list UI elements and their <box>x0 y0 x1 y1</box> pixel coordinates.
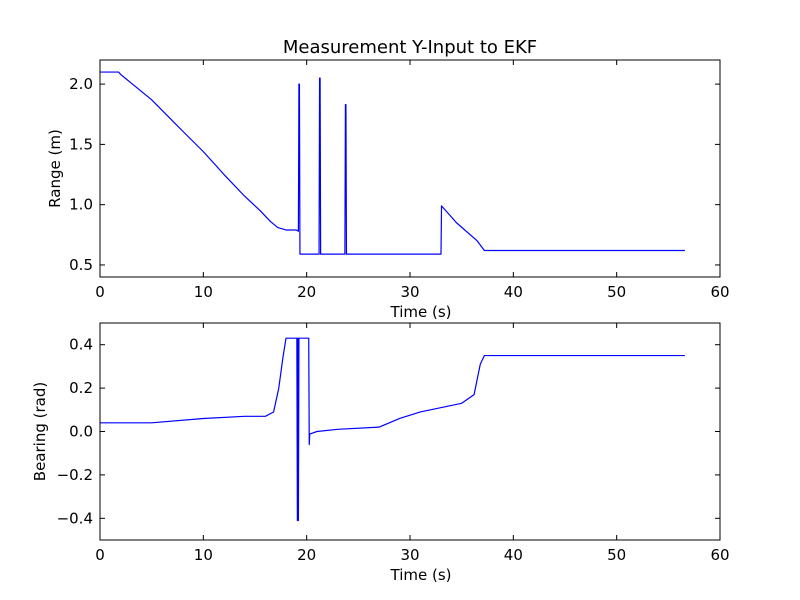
bearing-subplot: 0 10 20 30 40 50 60 −0.4 −0.2 0.0 0.2 0.4 Time (s) Be… <box>31 322 730 584</box>
x-tick-label: 50 <box>607 283 626 301</box>
x-tick-label: 40 <box>504 283 523 301</box>
x-tick-label: 50 <box>607 546 626 564</box>
x-tick-label: 10 <box>194 546 213 564</box>
y-tick-label: 2.0 <box>69 75 93 93</box>
x-axis-label: Time (s) <box>390 303 452 321</box>
y-tick-label: 0.5 <box>69 256 93 274</box>
y-tick-label: 0.4 <box>69 336 93 354</box>
y-tick-label: −0.4 <box>57 509 93 527</box>
x-tick-label: 0 <box>95 546 105 564</box>
x-tick-label: 0 <box>95 283 105 301</box>
x-tick-label: 30 <box>400 283 419 301</box>
series-line-0 <box>100 71 685 255</box>
x-tick-label: 60 <box>710 546 729 564</box>
y-tick-label: 1.5 <box>69 135 93 153</box>
x-tick-label: 30 <box>400 546 419 564</box>
x-tick-label: 20 <box>297 546 316 564</box>
x-tick-label: 60 <box>710 283 729 301</box>
y-axis-label: Range (m) <box>46 129 64 208</box>
series-line-0 <box>100 337 685 522</box>
x-tick-label: 40 <box>504 546 523 564</box>
x-tick-label: 10 <box>194 283 213 301</box>
x-tick-label: 20 <box>297 283 316 301</box>
range-subplot: 0 10 20 30 40 50 60 0.5 1.0 1.5 2.0 Time (s) Range (… <box>46 59 730 321</box>
chart-title: Measurement Y-Input to EKF <box>283 37 537 58</box>
x-axis-label: Time (s) <box>390 566 452 584</box>
y-axis-label: Bearing (rad) <box>31 382 49 481</box>
y-tick-label: 0.2 <box>69 379 93 397</box>
y-tick-label: 1.0 <box>69 196 93 214</box>
y-tick-label: 0.0 <box>69 423 93 441</box>
y-tick-label: −0.2 <box>57 466 93 484</box>
